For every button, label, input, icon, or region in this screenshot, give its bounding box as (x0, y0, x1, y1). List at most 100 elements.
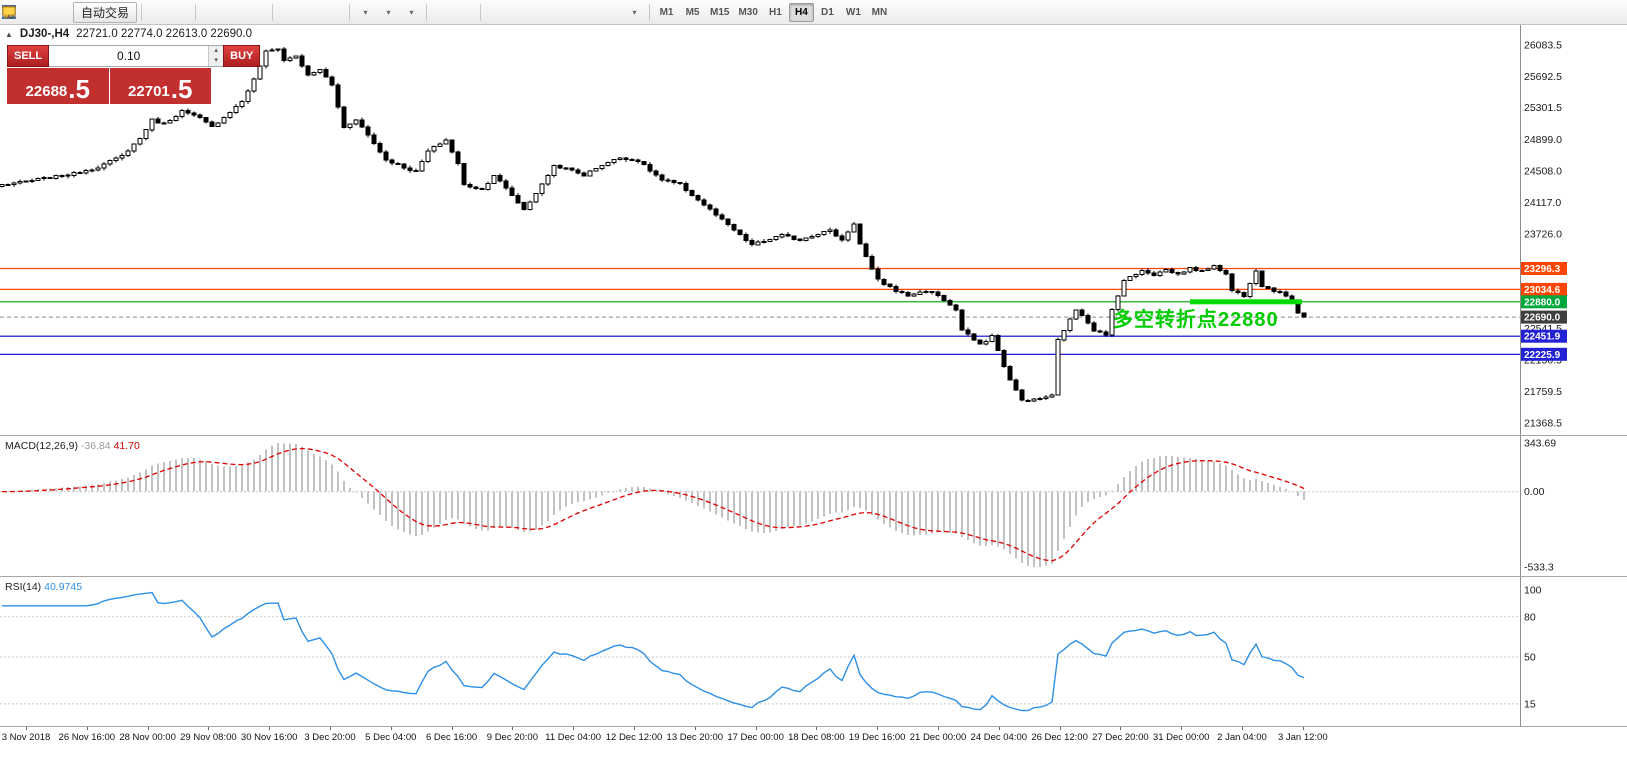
crosshair-icon[interactable] (2, 2, 476, 23)
pane-splitter[interactable] (0, 576, 1627, 577)
macd-value-2: 41.70 (113, 440, 140, 452)
templates-icon[interactable]: ▾ (3, 2, 422, 23)
auto-scroll-icon[interactable] (2, 2, 168, 23)
candle-body (995, 334, 1001, 351)
profiles-icon[interactable] (2, 2, 72, 23)
toolbar-right (2, 2, 1623, 23)
price-tag (1521, 295, 1567, 309)
candle-body (311, 71, 317, 76)
candle-body (539, 183, 545, 194)
periods-icon[interactable]: ▾ (2, 2, 399, 23)
candle-body (77, 172, 83, 174)
timeframe-button-d1[interactable]: D1 (821, 6, 834, 18)
community-icon[interactable] (2, 2, 1617, 23)
price-tag (1521, 310, 1567, 324)
timeframe-button-m30[interactable]: M30 (738, 6, 758, 18)
candle-body (1049, 394, 1055, 398)
candle-body (0, 184, 5, 188)
green-segment-overlay[interactable] (1190, 299, 1302, 305)
price-axis-label: 21759.5 (1524, 386, 1562, 398)
macd-axis-label: -533.3 (1524, 562, 1554, 574)
bar-chart-icon[interactable] (3, 2, 299, 23)
sell-button[interactable]: SELL (7, 45, 50, 67)
candle-body (131, 143, 137, 152)
timeframe-button-m5[interactable]: M5 (685, 6, 700, 18)
timeframe-button-m1[interactable]: M1 (659, 6, 674, 18)
candle-body (581, 172, 587, 177)
time-axis-label: 6 Dec 16:00 (425, 732, 478, 743)
text-label-icon[interactable]: ab (2, 2, 622, 23)
volume-input[interactable] (49, 46, 209, 66)
candlestick-icon[interactable] (3, 2, 322, 23)
candle-body (1301, 312, 1307, 318)
autotrading-button[interactable]: 自动交易 (3, 1, 138, 23)
volume-stepper: ▴ ▾ (208, 46, 224, 66)
buy-price[interactable]: 22701.5 (109, 68, 211, 104)
trendline-icon[interactable] (2, 2, 530, 23)
zoom-out-icon[interactable] (2, 2, 245, 23)
candle-body (803, 237, 809, 242)
rsi-pane-chart[interactable]: 100 80 50 15 (0, 577, 1627, 726)
candle-body (1061, 330, 1067, 341)
fibonacci-icon[interactable] (3, 2, 576, 23)
candle-body (959, 309, 965, 331)
price-pane-chart[interactable]: 26083.5 25692.5 25301.5 24899.0 24508.0 24117… (0, 25, 1627, 435)
candle-body (929, 291, 935, 293)
tile-windows-icon[interactable] (2, 2, 268, 23)
time-axis-label: 29 Nov 08:00 (180, 732, 237, 743)
time-axis[interactable]: 3 Nov 2018 26 Nov 16:00 28 Nov 00:00 29 Nov… (0, 727, 1627, 748)
cursor-icon[interactable] (6, 2, 453, 23)
line-chart-icon[interactable] (2, 2, 345, 23)
candle-body (1013, 379, 1019, 391)
time-axis-tick (938, 727, 939, 730)
volume-decrease-button[interactable]: ▾ (209, 56, 224, 66)
chart-shift-icon[interactable] (2, 2, 191, 23)
candle-body (941, 295, 947, 302)
candle-body (53, 174, 59, 179)
macd-pane-chart[interactable]: 343.69 0.00 -533.3 (0, 436, 1627, 576)
candle-body (125, 150, 131, 156)
volume-increase-button[interactable]: ▴ (209, 46, 224, 56)
time-axis-tick (1302, 727, 1304, 730)
search-icon[interactable] (2, 2, 1593, 23)
candle-body (875, 268, 881, 280)
candle-body (407, 167, 413, 171)
price-tag-label: 23034.6 (1524, 285, 1561, 296)
one-click-toggle-icon[interactable]: ▲ (5, 29, 13, 39)
timeframe-button-mn[interactable]: MN (871, 6, 888, 18)
candle-body (1169, 269, 1175, 274)
price-axis-label: 26083.5 (1524, 40, 1562, 52)
candle-body (557, 164, 563, 169)
candle-body (611, 158, 617, 163)
candle-body (263, 50, 269, 67)
candle-body (665, 179, 671, 182)
macd-signal-line (2, 447, 1305, 562)
pane-splitter[interactable] (0, 435, 1627, 436)
timeframe-button-h4[interactable]: H4 (788, 2, 814, 22)
timeframe-button-w1[interactable]: W1 (845, 6, 861, 18)
indicators-icon[interactable]: ▾ (4, 2, 376, 23)
candle-body (881, 278, 887, 285)
candle-body (545, 175, 551, 185)
price-tag-label: 22690.0 (1524, 313, 1561, 324)
candle-body (41, 177, 47, 180)
price-tag-label: 22225.9 (1524, 350, 1561, 361)
price-tag-label: 23296.3 (1524, 264, 1561, 275)
candle-body (341, 106, 347, 129)
channel-icon[interactable] (2, 2, 553, 23)
timeframe-button-m15[interactable]: M15 (710, 6, 730, 18)
horizontal-line-icon[interactable] (3, 2, 507, 23)
text-icon[interactable]: A (5, 2, 599, 23)
rsi-name: RSI(14) (5, 581, 42, 593)
sell-price[interactable]: 22688.5 (7, 68, 109, 104)
price-axis-label: 24117.0 (1524, 197, 1561, 209)
time-axis-tick (330, 727, 331, 730)
time-axis-tick (634, 727, 635, 730)
new-chart-icon[interactable] (2, 2, 49, 23)
buy-button[interactable]: BUY (223, 45, 261, 67)
rsi-line (2, 591, 1305, 712)
zoom-in-icon[interactable] (2, 2, 222, 23)
candle-body (1157, 271, 1163, 276)
timeframe-button-h1[interactable]: H1 (769, 6, 782, 18)
arrows-icon[interactable]: ▾ (5, 2, 645, 23)
